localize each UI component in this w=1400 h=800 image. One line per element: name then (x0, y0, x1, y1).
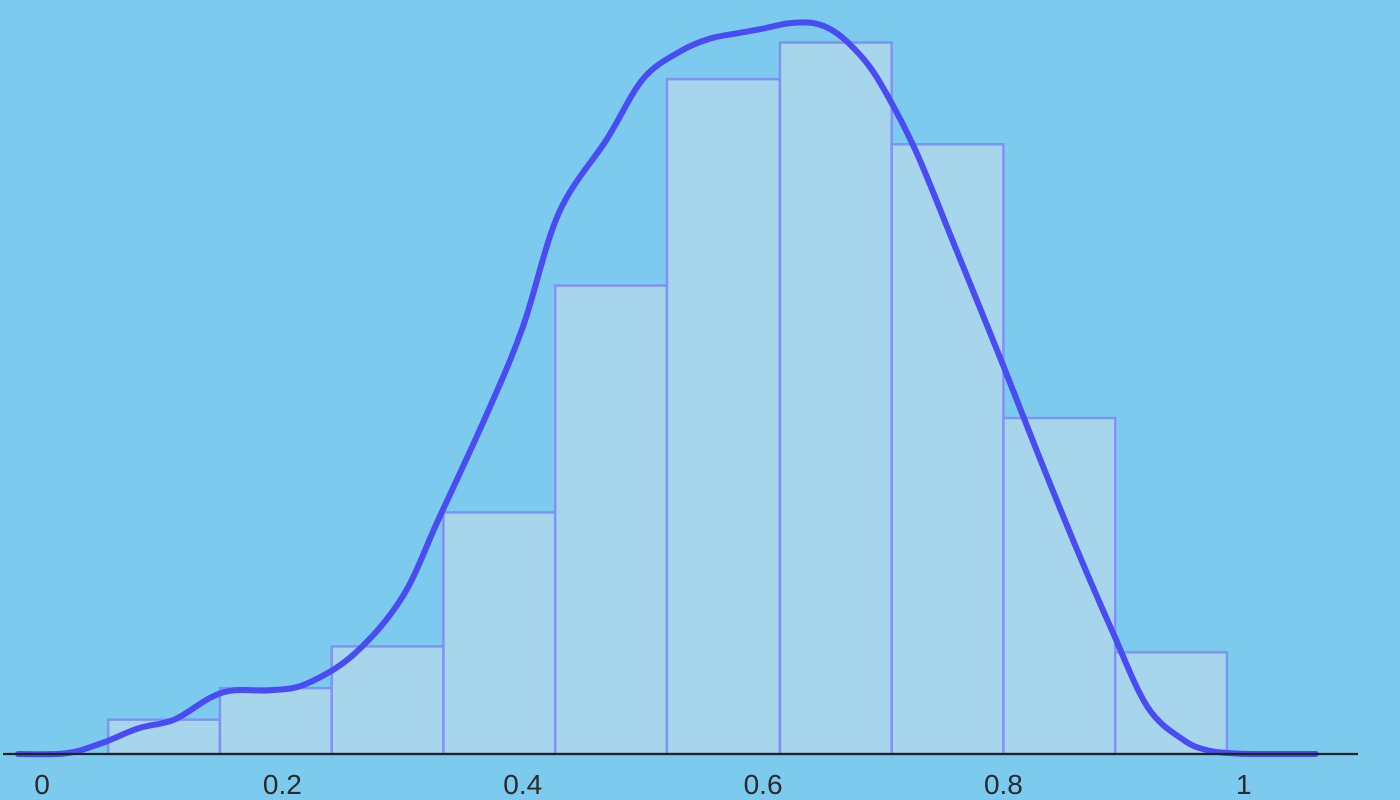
x-tick-label: 0.8 (984, 769, 1023, 800)
histogram-bar-3 (330, 645, 445, 756)
x-tick-label: 0.2 (263, 769, 302, 800)
density-curve (15, 19, 1319, 758)
histogram-bar-8 (890, 142, 1005, 756)
histogram-bar-10 (1113, 651, 1229, 756)
x-tick-label: 0.6 (744, 769, 783, 800)
histogram-bar-7 (778, 41, 893, 756)
histogram-bar-9 (1002, 416, 1117, 756)
x-tick-label: 0.4 (503, 769, 542, 800)
x-tick-label: 1 (1236, 769, 1252, 800)
x-axis-tick-labels: 0 0.2 0.4 0.6 0.8 1 (34, 769, 1251, 800)
histogram-bar-5 (553, 284, 669, 756)
x-tick-label: 0 (34, 769, 50, 800)
histogram-bars (106, 41, 1229, 756)
histogram-bar-6 (665, 77, 782, 756)
histogram-bar-4 (442, 511, 557, 756)
histogram-bar-2 (218, 686, 333, 756)
